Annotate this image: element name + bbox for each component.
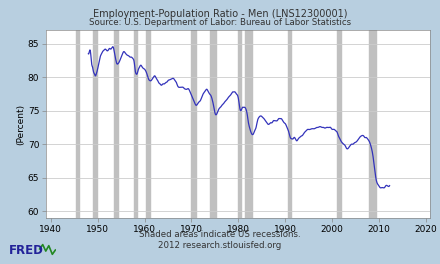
Bar (337, 30, 341, 218)
Bar (93, 30, 96, 218)
Text: 2012 research.stlouisfed.org: 2012 research.stlouisfed.org (158, 241, 282, 250)
Bar (369, 30, 377, 218)
Bar (288, 30, 290, 218)
Bar (114, 30, 118, 218)
Bar (245, 30, 252, 218)
Text: Source: U.S. Department of Labor: Bureau of Labor Statistics: Source: U.S. Department of Labor: Bureau… (89, 18, 351, 27)
Bar (210, 30, 216, 218)
Bar (76, 30, 79, 218)
Bar (146, 30, 150, 218)
Text: Shaded areas indicate US recessions.: Shaded areas indicate US recessions. (139, 230, 301, 239)
Bar (238, 30, 241, 218)
Bar (191, 30, 196, 218)
Text: FRED: FRED (9, 244, 44, 257)
Y-axis label: (Percent): (Percent) (16, 103, 25, 145)
Text: Employment-Population Ratio - Men (LNS12300001): Employment-Population Ratio - Men (LNS12… (93, 9, 347, 19)
Bar (134, 30, 137, 218)
